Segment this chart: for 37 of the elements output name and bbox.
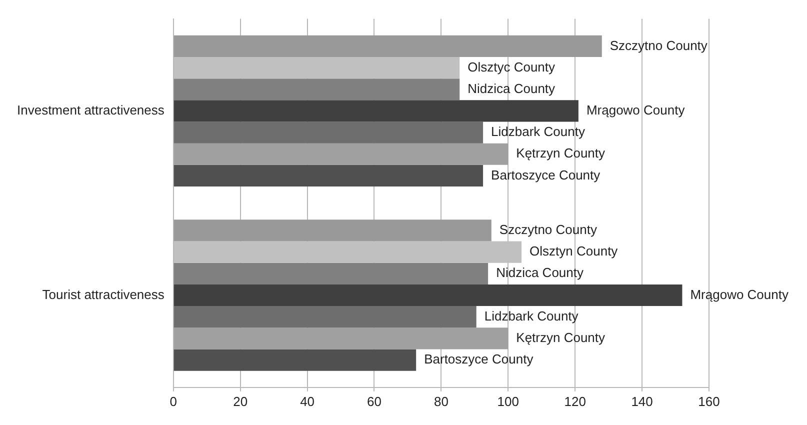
x-tick-label: 140 <box>631 394 653 409</box>
data-label: Bartoszyce County <box>424 352 534 367</box>
data-label: Lidzbark County <box>484 308 579 324</box>
data-label: Szczytno County <box>610 38 708 53</box>
x-tick-label: 20 <box>233 394 248 409</box>
bar <box>174 349 416 371</box>
data-label: Kętrzyn County <box>516 146 606 161</box>
bar <box>174 284 682 306</box>
x-tick-label: 60 <box>367 394 382 409</box>
bar <box>174 143 508 165</box>
data-label: Kętrzyn County <box>516 330 606 346</box>
data-label: Mrągowo County <box>586 102 686 118</box>
x-tick-label: 80 <box>434 394 448 409</box>
data-label: Szczytno County <box>499 222 598 238</box>
data-label: Olsztyc County <box>468 59 556 74</box>
bar <box>174 262 488 284</box>
bar <box>174 35 602 57</box>
bar <box>174 328 508 350</box>
bar <box>174 122 484 144</box>
bar <box>174 306 476 328</box>
x-tick-label: 40 <box>300 394 315 409</box>
bar <box>174 164 484 187</box>
x-tick-label: 100 <box>497 394 519 409</box>
data-label: Nidzica County <box>496 265 584 280</box>
x-tick-label: 120 <box>564 394 586 409</box>
bar <box>174 220 492 242</box>
data-label: Lidzbark County <box>491 124 586 140</box>
data-label: Mrągowo County <box>690 286 789 302</box>
data-label: Bartoszyce County <box>491 167 601 182</box>
data-label: Olsztyn County <box>530 244 618 259</box>
data-label: Nidzica County <box>468 80 556 96</box>
x-tick-label: 0 <box>170 394 178 409</box>
x-tick-label: 160 <box>698 394 720 409</box>
y-tick-label: Investment attractiveness <box>16 102 165 118</box>
bar <box>174 100 578 122</box>
y-tick-label: Tourist attractiveness <box>42 286 165 302</box>
bar <box>174 78 460 100</box>
